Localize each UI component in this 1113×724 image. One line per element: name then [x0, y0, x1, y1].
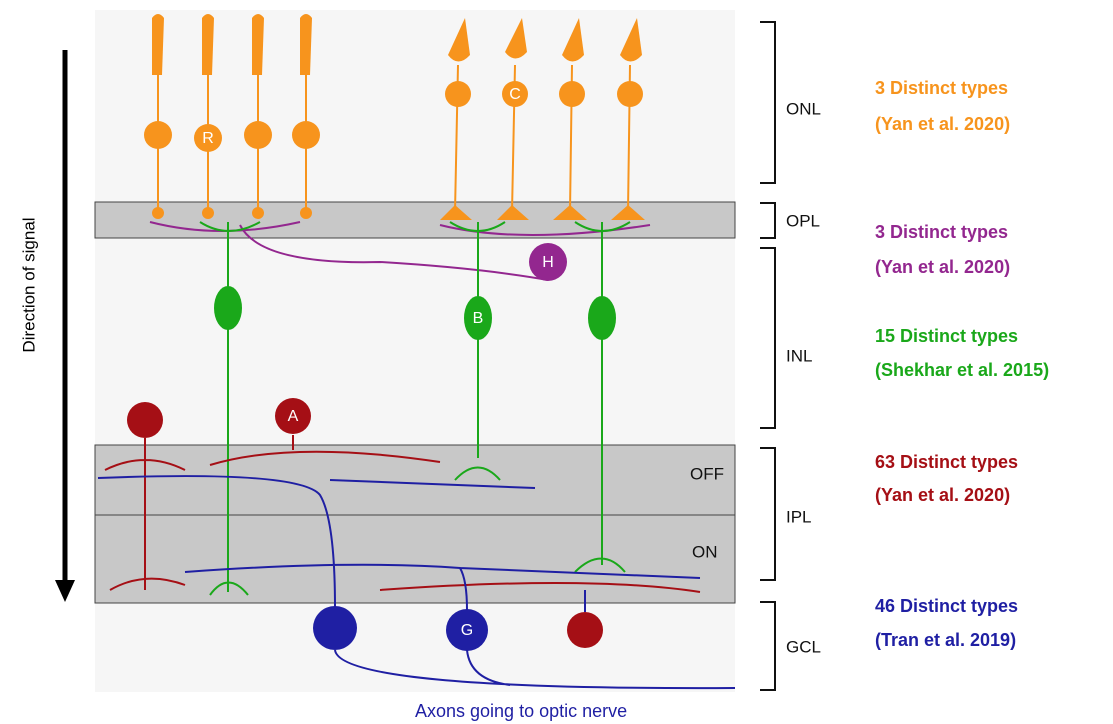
layer-bracket — [760, 22, 775, 690]
rod-nucleus — [292, 121, 320, 149]
retina-diagram: Direction of signal R C H B — [0, 0, 1113, 724]
layer-label: GCL — [786, 637, 821, 656]
annotation: 15 Distinct types — [875, 326, 1018, 346]
cell-label: G — [461, 622, 473, 639]
annotation: 46 Distinct types — [875, 596, 1018, 616]
cell-label: B — [473, 310, 484, 327]
ipl-off-band — [95, 445, 735, 515]
rod-outer — [152, 14, 164, 75]
cell-label: H — [542, 254, 554, 271]
rod-outer — [300, 14, 312, 75]
ganglion-cell-red — [567, 612, 603, 648]
layer-label: OPL — [786, 211, 820, 230]
arrow-label: Direction of signal — [19, 217, 38, 352]
annotation: (Shekhar et al. 2015) — [875, 360, 1049, 380]
cone-nucleus — [617, 81, 643, 107]
annotation: (Yan et al. 2020) — [875, 114, 1010, 134]
bipolar-cell — [214, 286, 242, 330]
amacrine-cell — [127, 402, 163, 438]
cell-label: A — [288, 408, 299, 425]
annotation: 3 Distinct types — [875, 222, 1008, 242]
layer-label: IPL — [786, 507, 812, 526]
rod-terminal — [202, 207, 214, 219]
sublayer-label: OFF — [690, 464, 724, 483]
annotation: (Yan et al. 2020) — [875, 257, 1010, 277]
rod-outer — [252, 14, 264, 75]
rod-terminal — [252, 207, 264, 219]
arrow-head — [55, 580, 75, 602]
annotation: 3 Distinct types — [875, 78, 1008, 98]
cone-nucleus — [445, 81, 471, 107]
rod-nucleus — [244, 121, 272, 149]
cone-nucleus — [559, 81, 585, 107]
ganglion-cell — [313, 606, 357, 650]
cell-label: C — [509, 86, 521, 103]
layer-label: INL — [786, 346, 812, 365]
ipl-on-band — [95, 515, 735, 603]
rod-terminal — [300, 207, 312, 219]
cell-label: R — [202, 130, 214, 147]
rod-nucleus — [144, 121, 172, 149]
annotation: 63 Distinct types — [875, 452, 1018, 472]
footer-label: Axons going to optic nerve — [415, 701, 627, 721]
sublayer-label: ON — [692, 542, 718, 561]
rod-outer — [202, 14, 214, 75]
bipolar-cell — [588, 296, 616, 340]
annotation: (Yan et al. 2020) — [875, 485, 1010, 505]
rod-terminal — [152, 207, 164, 219]
annotation: (Tran et al. 2019) — [875, 630, 1016, 650]
layer-label: ONL — [786, 99, 821, 118]
